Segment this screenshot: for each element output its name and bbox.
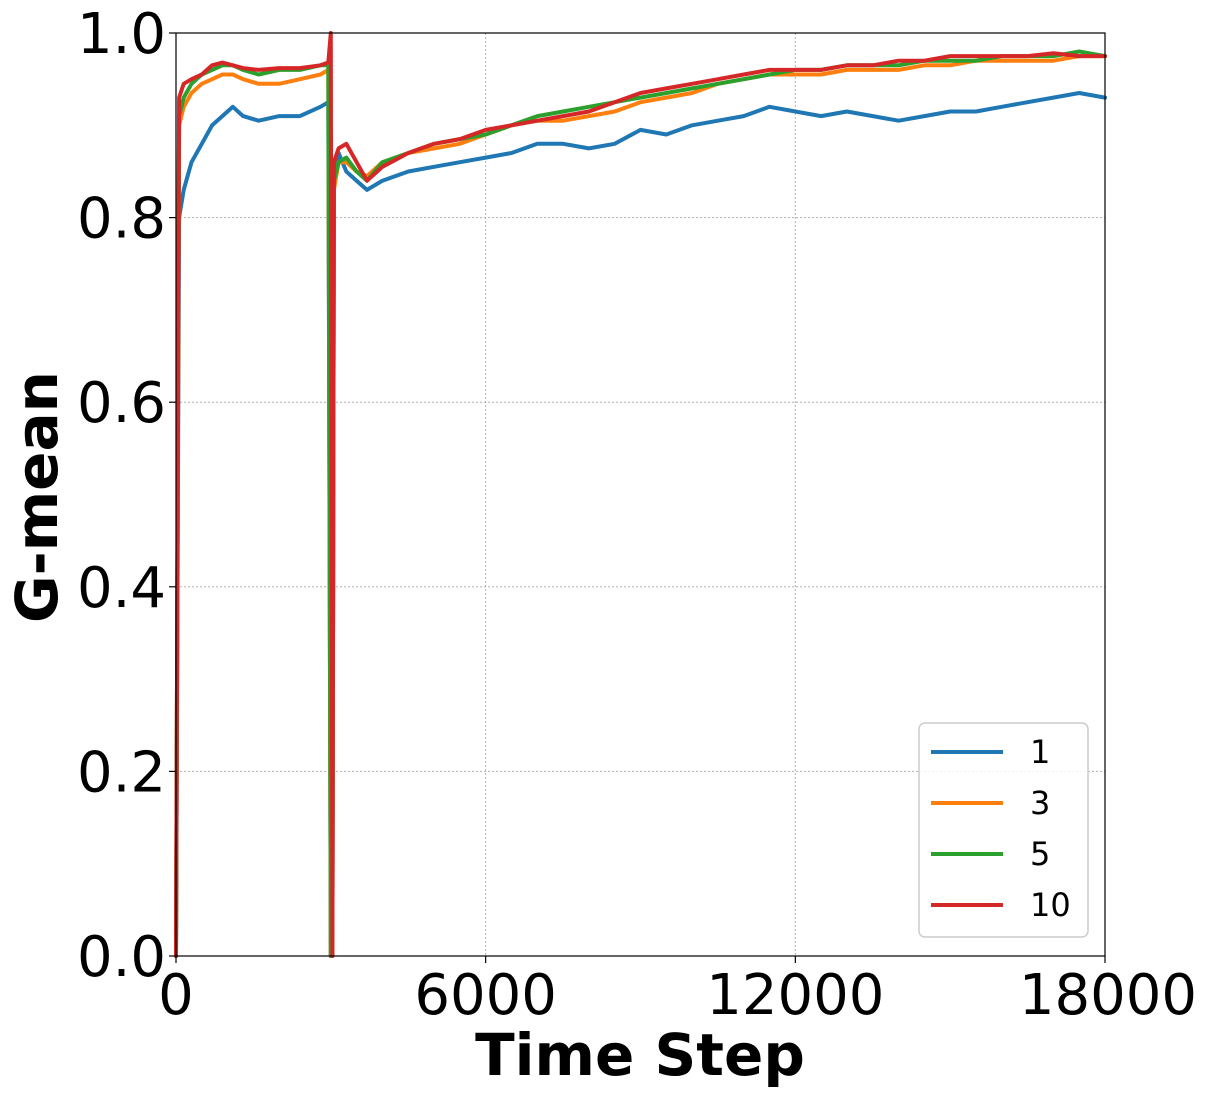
y-tick-label: 0.2 xyxy=(77,740,166,805)
y-tick-label: 0.8 xyxy=(77,187,166,252)
x-axis-ticks: 0 6000 12000 18000 xyxy=(158,956,1197,1028)
legend-box xyxy=(918,722,1089,938)
x-tick-label: 0 xyxy=(158,963,194,1028)
series-line-5 xyxy=(174,49,1107,958)
x-axis-title: Time Step xyxy=(475,1021,805,1089)
x-tick-label: 12000 xyxy=(706,963,884,1028)
series-layer xyxy=(174,31,1107,958)
plot-frame xyxy=(175,32,1106,957)
y-tick-label: 0.0 xyxy=(77,925,166,990)
x-tick-label: 18000 xyxy=(1019,963,1197,1028)
y-tick-label: 0.6 xyxy=(77,371,166,436)
y-axis-title: G-mean xyxy=(3,371,71,623)
legend: 1 3 5 10 xyxy=(918,722,1089,938)
y-tick-label: 1.0 xyxy=(77,2,166,67)
legend-label-5: 5 xyxy=(1030,835,1050,873)
grid xyxy=(176,33,1105,956)
series-line-10 xyxy=(174,31,1107,958)
x-tick-label: 6000 xyxy=(414,963,557,1028)
legend-label-3: 3 xyxy=(1030,784,1050,822)
legend-label-1: 1 xyxy=(1030,733,1050,771)
y-axis-ticks: 0.0 0.2 0.4 0.6 0.8 1.0 xyxy=(77,2,176,990)
y-tick-label: 0.4 xyxy=(77,556,166,621)
series-line-1 xyxy=(174,91,1107,958)
legend-label-10: 10 xyxy=(1030,886,1071,924)
series-line-3 xyxy=(174,54,1107,958)
